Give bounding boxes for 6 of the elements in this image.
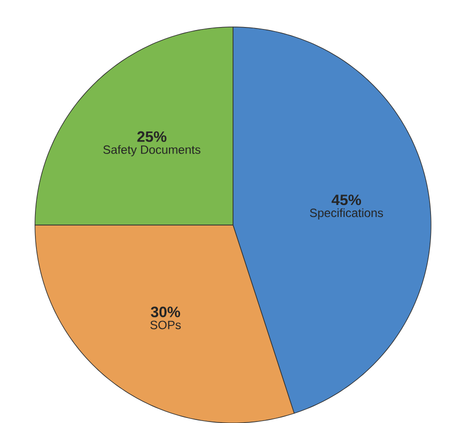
data-label: 45% [332, 194, 362, 205]
slice-label: Safety Documents [103, 144, 200, 156]
slice-label: SOPs [150, 320, 181, 330]
data-label: 30% [150, 306, 180, 318]
slice-label: Specifications [310, 208, 384, 220]
data-label: 25% [137, 131, 166, 142]
